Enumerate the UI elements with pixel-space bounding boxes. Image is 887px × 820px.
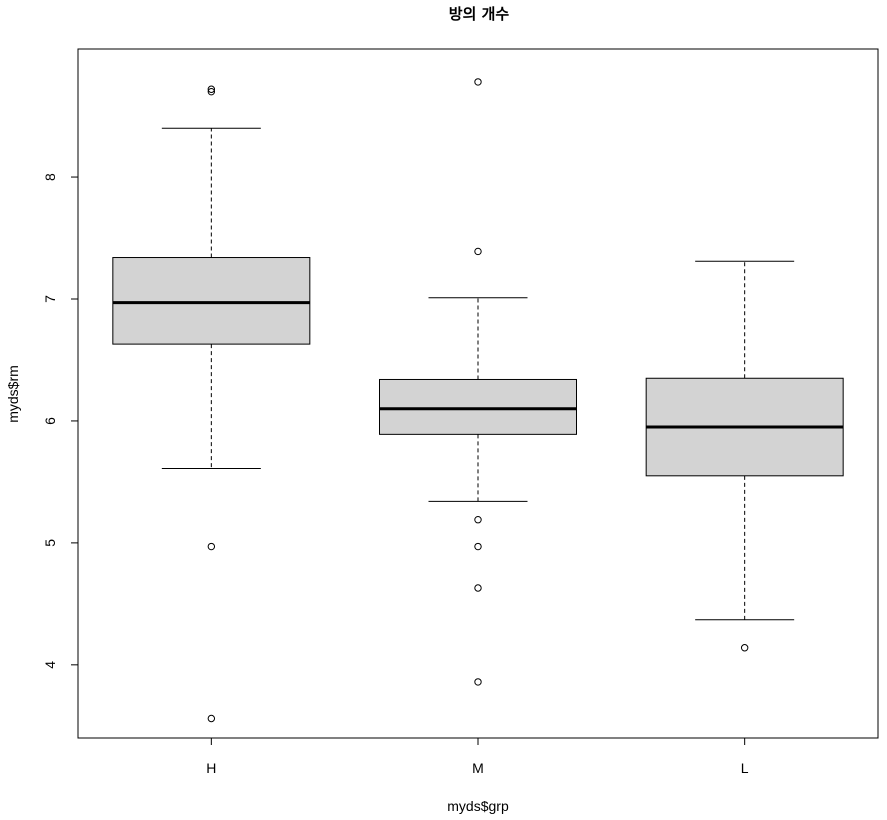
y-axis-label: myds$rm xyxy=(5,365,21,423)
y-tick-label: 7 xyxy=(42,295,58,303)
x-tick-label: L xyxy=(741,760,749,776)
y-tick-label: 6 xyxy=(42,417,58,425)
boxes xyxy=(112,78,844,723)
y-tick-label: 8 xyxy=(42,173,58,181)
outlier-point xyxy=(474,584,482,592)
x-axis-label: myds$grp xyxy=(447,798,509,814)
outlier-point xyxy=(474,78,482,86)
y-tick-label: 5 xyxy=(42,539,58,547)
x-tick-label: M xyxy=(472,760,484,776)
x-tick-label: H xyxy=(206,760,216,776)
outlier-point xyxy=(207,85,216,93)
box-group-m xyxy=(379,78,577,686)
y-axis: 4 5 6 7 8 xyxy=(42,173,78,669)
outlier-point xyxy=(207,714,216,723)
box-group-h xyxy=(112,85,311,723)
iqr-box xyxy=(379,378,577,435)
outlier-point xyxy=(207,542,216,551)
chart-title: 방의 개수 xyxy=(449,5,510,23)
y-tick-label: 4 xyxy=(42,661,58,669)
outlier-point xyxy=(474,247,482,256)
outlier-point xyxy=(474,516,482,524)
outlier-point xyxy=(207,87,216,96)
box-group-l xyxy=(645,260,844,652)
outlier-point xyxy=(474,678,482,686)
iqr-box xyxy=(112,257,311,345)
outlier-point xyxy=(474,542,482,551)
outlier-point xyxy=(740,644,749,652)
